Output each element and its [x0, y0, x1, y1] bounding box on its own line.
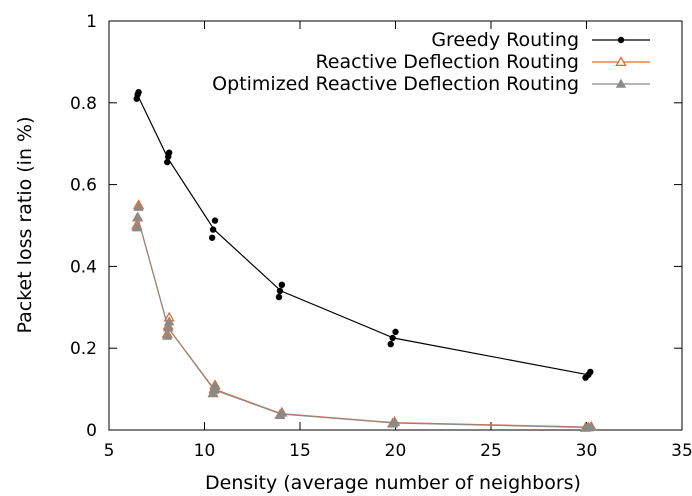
x-tick-label: 35	[671, 441, 692, 461]
series-2	[131, 201, 597, 432]
data-point	[389, 334, 396, 342]
legend-label: Optimized Reactive Deflection Routing	[212, 73, 579, 95]
data-point	[276, 407, 288, 417]
data-point	[163, 316, 175, 326]
x-axis-label: Density (average number of neighbors)	[205, 472, 581, 494]
data-point	[165, 149, 173, 156]
data-point	[276, 287, 284, 295]
series-line	[137, 95, 589, 376]
data-point	[209, 226, 217, 233]
y-axis-ticks: 0 0.2 0.4 0.6 0.8 1	[70, 12, 682, 441]
legend-label: Reactive Deflection Routing	[315, 51, 579, 73]
series-0	[133, 88, 594, 381]
y-tick-label: 0.6	[70, 176, 97, 196]
data-point	[163, 322, 174, 332]
data-point	[586, 421, 597, 431]
x-tick-label: 30	[576, 441, 598, 461]
x-tick-label: 5	[104, 441, 115, 461]
x-axis-ticks: 5 10 15 20 25 30 35	[104, 21, 692, 461]
data-point	[164, 158, 171, 166]
data-point	[133, 201, 144, 211]
y-tick-label: 0.4	[70, 257, 97, 277]
data-point	[278, 281, 286, 289]
series-line	[137, 217, 589, 429]
y-tick-label: 0.2	[70, 339, 97, 359]
series-layer	[131, 88, 597, 432]
data-point	[275, 293, 283, 301]
x-tick-label: 20	[385, 441, 407, 461]
data-point	[211, 217, 219, 224]
data-point	[131, 222, 142, 232]
y-tick-label: 0	[86, 421, 97, 441]
legend-marker	[615, 56, 627, 67]
data-point	[389, 416, 400, 427]
data-point	[162, 330, 173, 340]
x-tick-label: 25	[480, 441, 502, 461]
legend-marker	[617, 36, 625, 44]
data-point	[135, 88, 142, 96]
legend-marker	[615, 78, 627, 88]
y-tick-label: 0.8	[70, 94, 97, 114]
data-point	[208, 234, 216, 241]
series-1	[131, 199, 597, 432]
x-tick-label: 10	[194, 441, 216, 461]
series-line	[137, 217, 589, 428]
data-point	[209, 380, 221, 391]
data-point	[587, 368, 594, 376]
data-point	[392, 328, 399, 336]
legend-label: Greedy Routing	[431, 29, 579, 51]
data-point	[132, 212, 143, 222]
y-tick-label: 1	[86, 12, 97, 32]
x-tick-label: 15	[289, 441, 311, 461]
data-point	[387, 340, 394, 348]
y-axis-label: Packet loss ratio (in %)	[14, 116, 36, 333]
